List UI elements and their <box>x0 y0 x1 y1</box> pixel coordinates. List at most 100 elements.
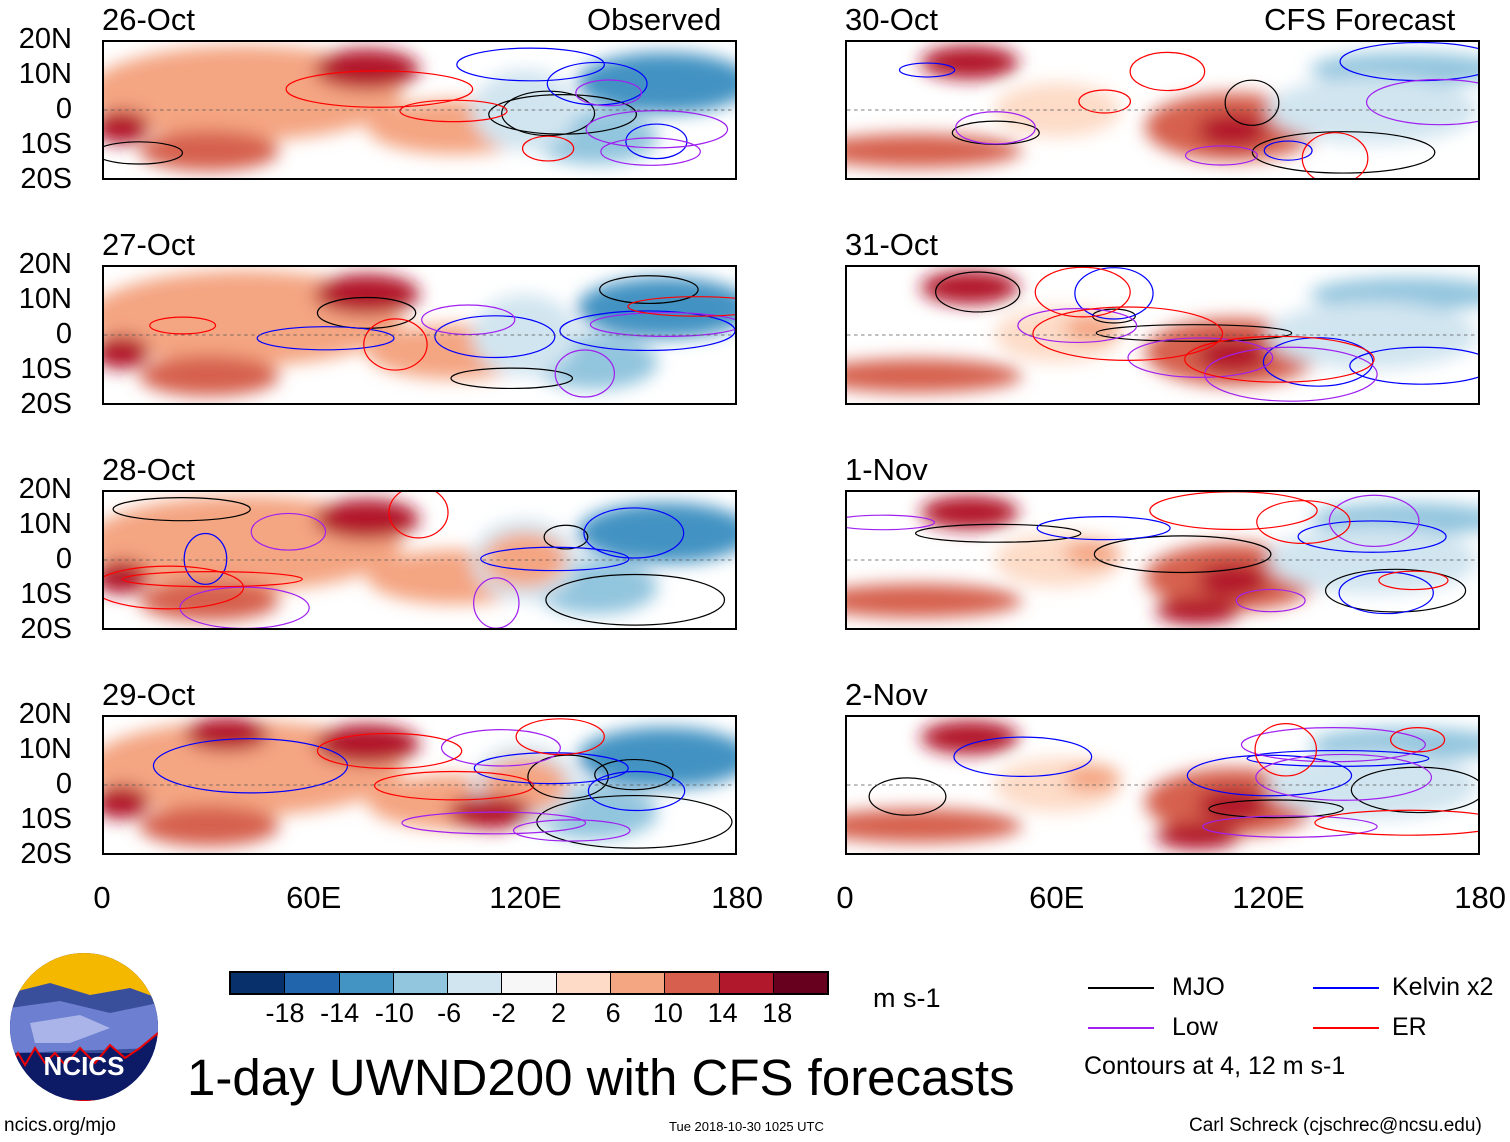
er-contour <box>521 135 575 162</box>
er-contour <box>1314 809 1478 836</box>
wind-anomaly-blob <box>104 785 150 819</box>
lat-label: 20S <box>20 613 72 645</box>
lon-label: 0 <box>836 880 854 915</box>
lon-label: 0 <box>93 880 111 915</box>
kelvin-contour <box>1262 337 1374 387</box>
er-contour <box>1129 51 1206 92</box>
er-contour <box>363 318 428 371</box>
low-contour <box>955 111 1036 145</box>
wind-anomaly-blob <box>920 270 1019 305</box>
kelvin-contour <box>256 326 395 351</box>
panel-date: 27-Oct <box>102 227 196 262</box>
kelvin-contour <box>1263 140 1313 161</box>
low-contour <box>847 514 936 531</box>
lon-label: 180 <box>711 880 763 915</box>
colorbar-swatch <box>719 973 774 993</box>
colorbar-swatch <box>556 973 612 993</box>
footer-url[interactable]: ncics.org/mjo <box>4 1115 116 1136</box>
kelvin-contour <box>587 770 686 812</box>
lat-label: 10S <box>20 128 72 160</box>
mjo-contour <box>1350 766 1478 814</box>
low-contour <box>600 137 701 166</box>
colorbar-tick-label: 6 <box>605 998 621 1028</box>
wind-anomaly-blob <box>1197 563 1268 598</box>
map-panel <box>845 265 1480 405</box>
panel-date: 26-Oct <box>102 2 196 37</box>
colorbar-swatch <box>502 973 557 993</box>
er-contour <box>1378 570 1449 591</box>
er-contour <box>373 770 535 801</box>
mjo-contour <box>868 777 947 816</box>
contour-note: Contours at 4, 12 m s-1 <box>1084 1052 1346 1080</box>
colorbar-swatch <box>611 973 666 993</box>
colorbar-tick-label: -2 <box>491 998 516 1028</box>
wind-anomaly-blob <box>577 502 735 564</box>
low-contour <box>1202 815 1378 838</box>
low-contour <box>1240 727 1426 763</box>
map-panel <box>102 265 737 405</box>
er-contour <box>399 99 508 123</box>
lat-label: 10N <box>18 58 72 90</box>
er-contour <box>1184 335 1375 383</box>
er-contour <box>104 565 245 610</box>
kelvin-contour <box>152 738 349 794</box>
low-contour <box>440 729 561 767</box>
mjo-contour <box>1095 324 1293 342</box>
er-contour <box>1254 723 1318 777</box>
lat-label: 20S <box>20 388 72 420</box>
kelvin-contour <box>434 315 556 359</box>
wind-anomaly-blob <box>847 808 1023 843</box>
kelvin-contour <box>1349 346 1478 385</box>
er-contour <box>149 316 217 335</box>
mjo-contour <box>1251 131 1436 174</box>
wind-anomaly-blob <box>314 498 420 540</box>
kelvin-contour <box>456 47 605 82</box>
kelvin-contour <box>183 532 228 585</box>
mjo-contour <box>501 90 596 137</box>
colorbar-tick-label: -10 <box>374 998 414 1028</box>
er-contour <box>1256 500 1351 545</box>
low-contour <box>401 811 587 835</box>
map-panel <box>845 40 1480 180</box>
colorbar-tick-label: -18 <box>265 998 305 1028</box>
colorbar-tick-label: -6 <box>437 998 462 1028</box>
er-contour <box>121 571 303 588</box>
wind-anomaly-blob <box>314 48 420 90</box>
wind-anomaly-blob <box>1197 338 1268 373</box>
mjo-contour <box>1208 799 1344 819</box>
kelvin-contour <box>1297 520 1447 553</box>
low-contour <box>575 79 643 107</box>
colorbar-swatch <box>339 973 394 993</box>
kelvin-contour <box>898 62 956 78</box>
wind-anomaly-blob <box>104 110 150 144</box>
er-contour <box>1149 492 1318 531</box>
panel-date: 31-Oct <box>845 227 939 262</box>
wind-anomaly-blob <box>577 52 735 114</box>
er-contour <box>1032 306 1224 361</box>
lat-label: 0 <box>55 768 72 800</box>
low-contour <box>1204 346 1378 402</box>
er-contour <box>388 492 449 539</box>
wind-anomaly-blob <box>1155 822 1240 850</box>
er-contour <box>515 718 605 756</box>
footer-author: Carl Schreck (cjschrec@ncsu.edu) <box>1189 1115 1482 1136</box>
lat-label: 10S <box>20 803 72 835</box>
figure-title: 1-day UWND200 with CFS forecasts <box>187 1049 1015 1106</box>
wind-anomaly-blob <box>314 723 420 765</box>
colorbar-swatch <box>231 973 286 993</box>
wind-anomaly-blob <box>139 130 280 172</box>
wind-anomaly-blob <box>1267 301 1478 369</box>
er-contour <box>1301 132 1369 178</box>
er-contour <box>1078 89 1132 114</box>
lat-label: 20S <box>20 163 72 195</box>
low-contour <box>473 577 520 628</box>
map-panel <box>102 40 737 180</box>
mjo-contour <box>450 367 574 390</box>
mjo-contour <box>1093 535 1272 574</box>
colorbar-tick-label: 2 <box>550 998 567 1028</box>
lat-label: 20S <box>20 838 72 870</box>
lon-label: 120E <box>489 880 562 915</box>
ncics-logo: NCICS <box>10 953 158 1101</box>
wind-anomaly-blob <box>1267 76 1478 144</box>
map-panel <box>102 715 737 855</box>
